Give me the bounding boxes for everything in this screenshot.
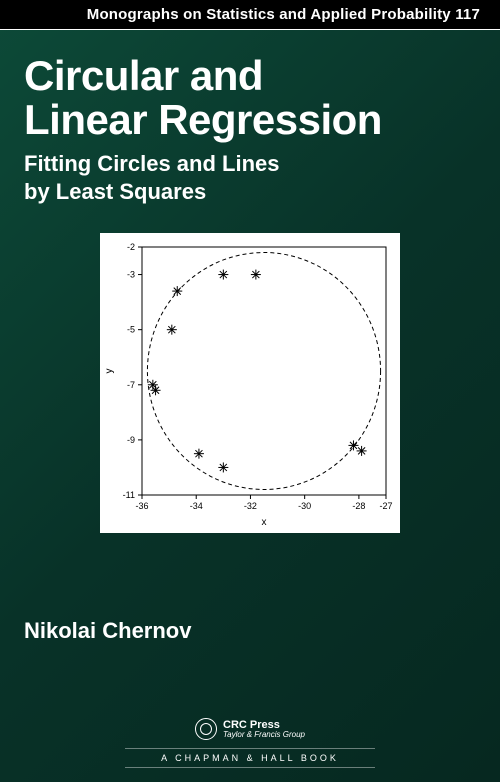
author-name: Nikolai Chernov (24, 618, 191, 644)
crc-row: CRC Press Taylor & Francis Group (0, 718, 500, 740)
title-block: Circular and Linear Regression Fitting C… (0, 30, 500, 205)
main-title: Circular and Linear Regression (24, 54, 476, 142)
series-label: Monographs on Statistics and Applied Pro… (87, 6, 480, 23)
svg-text:-36: -36 (135, 501, 148, 511)
chart-svg: -36 -34 -32 -30 -28 -27 -11 -9 -7 -5 -3 -2 x y (100, 233, 400, 533)
publisher-name: CRC Press (223, 719, 305, 731)
svg-text:x: x (262, 517, 267, 528)
svg-text:-30: -30 (298, 501, 311, 511)
subtitle: Fitting Circles and Lines by Least Squar… (24, 150, 476, 205)
svg-text:y: y (104, 369, 115, 374)
imprint-line: A CHAPMAN & HALL BOOK (125, 748, 375, 768)
svg-text:-27: -27 (379, 501, 392, 511)
series-bar: Monographs on Statistics and Applied Pro… (0, 0, 500, 30)
svg-text:-34: -34 (190, 501, 203, 511)
svg-text:-32: -32 (244, 501, 257, 511)
publisher-block: CRC Press Taylor & Francis Group A CHAPM… (0, 718, 500, 768)
svg-text:-28: -28 (352, 501, 365, 511)
svg-text:-11: -11 (123, 490, 135, 500)
title-line2: Linear Regression (24, 96, 382, 143)
svg-text:-7: -7 (127, 380, 135, 390)
svg-text:-2: -2 (127, 242, 135, 252)
subtitle-line2: by Least Squares (24, 179, 206, 204)
subtitle-line1: Fitting Circles and Lines (24, 151, 279, 176)
scatter-chart: -36 -34 -32 -30 -28 -27 -11 -9 -7 -5 -3 -2 x y (100, 233, 400, 533)
svg-text:-9: -9 (127, 435, 135, 445)
crc-text: CRC Press Taylor & Francis Group (223, 719, 305, 740)
publisher-group: Taylor & Francis Group (223, 731, 305, 740)
svg-text:-5: -5 (127, 325, 135, 335)
title-line1: Circular and (24, 52, 263, 99)
crc-logo-icon (195, 718, 217, 740)
svg-text:-3: -3 (127, 270, 135, 280)
